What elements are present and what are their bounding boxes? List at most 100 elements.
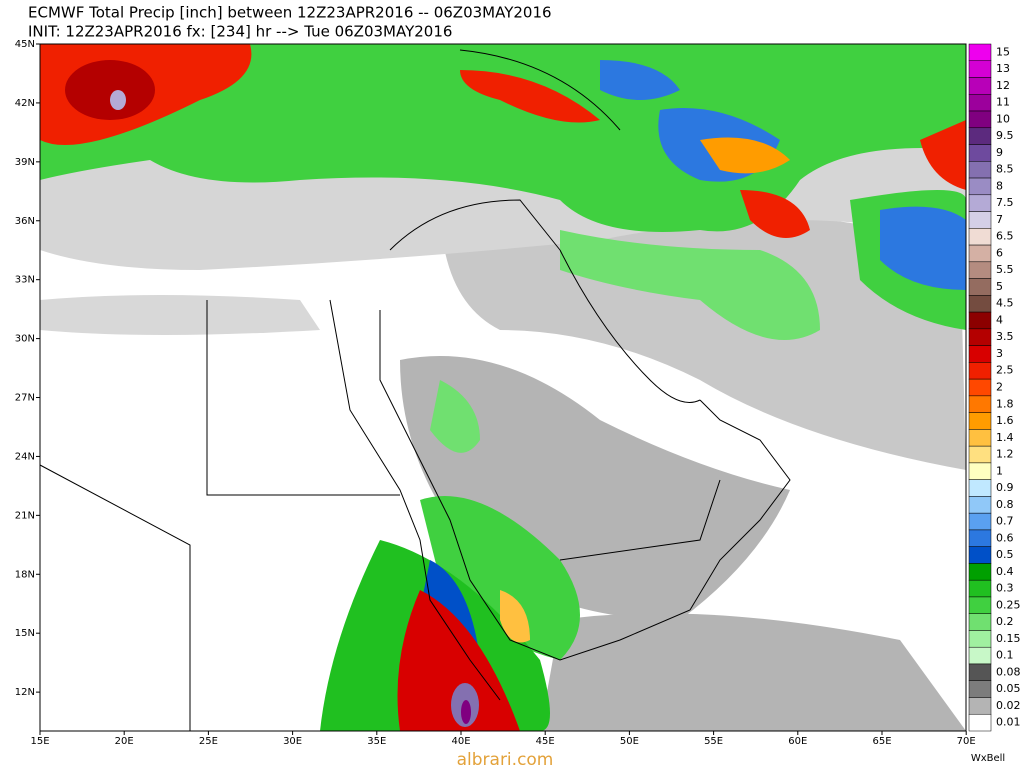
legend-swatch: [968, 412, 992, 430]
legend-swatch: [968, 529, 992, 547]
legend-swatch: [968, 646, 992, 665]
header-line1: ECMWF Total Precip [inch] between 12Z23A…: [28, 4, 552, 22]
legend-label: 0.1: [996, 649, 1014, 662]
legend-swatch: [968, 630, 992, 648]
legend-swatch: [968, 378, 992, 397]
legend-swatch: [968, 211, 992, 229]
legend-swatch: [968, 110, 992, 129]
legend-label: 12: [996, 79, 1010, 92]
legend-swatch: [968, 697, 992, 715]
legend-swatch: [968, 546, 992, 564]
legend-label: 1.6: [996, 414, 1014, 427]
lon-label: 45E: [536, 736, 555, 747]
legend-label: 0.25: [996, 598, 1021, 611]
legend-label: 0.4: [996, 565, 1014, 578]
lat-label: 15N: [15, 628, 35, 639]
legend-label: 13: [996, 62, 1010, 75]
lat-label: 42N: [15, 98, 35, 109]
legend-swatch: [968, 512, 992, 531]
legend-swatch: [968, 278, 992, 296]
lon-label: 70E: [957, 736, 976, 747]
legend-swatch: [968, 328, 992, 346]
lat-label: 12N: [15, 687, 35, 698]
header-line2: INIT: 12Z23APR2016 fx: [234] hr --> Tue …: [28, 23, 452, 41]
legend-swatch: [968, 563, 992, 581]
lon-label: 35E: [367, 736, 386, 747]
legend-swatch: [968, 43, 992, 62]
legend-swatch: [968, 663, 992, 681]
legend-label: 1: [996, 464, 1003, 477]
legend-label: 5: [996, 280, 1003, 293]
lon-label: 20E: [115, 736, 134, 747]
legend-swatch: [968, 479, 992, 497]
legend-label: 3: [996, 347, 1003, 360]
legend-label: 0.15: [996, 632, 1021, 645]
lon-label: 15E: [30, 736, 49, 747]
watermark: albrari.com: [457, 750, 554, 768]
legend-swatch: [968, 194, 992, 212]
lat-label: 33N: [15, 275, 35, 286]
legend-label: 0.8: [996, 498, 1014, 511]
legend-swatch: [968, 127, 992, 145]
lon-label: 40E: [451, 736, 470, 747]
map-frame: [39, 43, 967, 732]
lat-label: 36N: [15, 216, 35, 227]
lon-label: 30E: [283, 736, 302, 747]
legend-label: 6: [996, 246, 1003, 259]
legend-label: 0.9: [996, 481, 1014, 494]
legend-label: 8: [996, 179, 1003, 192]
legend-label: 0.5: [996, 548, 1014, 561]
legend-label: 5.5: [996, 263, 1014, 276]
legend-swatch: [968, 462, 992, 480]
legend-swatch: [968, 395, 992, 413]
lon-label: 60E: [788, 736, 807, 747]
legend-swatch: [968, 244, 992, 263]
legend-swatch: [968, 261, 992, 279]
lat-label: 30N: [15, 334, 35, 345]
legend-label: 1.8: [996, 397, 1014, 410]
legend-swatch: [968, 177, 992, 196]
lat-label: 18N: [15, 569, 35, 580]
legend-swatch: [968, 713, 992, 732]
legend-label: 11: [996, 96, 1010, 109]
lon-label: 50E: [620, 736, 639, 747]
legend-label: 0.2: [996, 615, 1014, 628]
legend-label: 7: [996, 213, 1003, 226]
legend-swatch: [968, 161, 992, 179]
legend-label: 1.4: [996, 431, 1014, 444]
legend-swatch: [968, 295, 992, 313]
legend-swatch: [968, 94, 992, 112]
legend-swatch: [968, 311, 992, 330]
precip-field: [40, 44, 966, 731]
legend-label: 0.6: [996, 531, 1014, 544]
legend-swatch: [968, 362, 992, 380]
legend-swatch: [968, 680, 992, 698]
legend-label: 7.5: [996, 196, 1014, 209]
lat-label: 39N: [15, 157, 35, 168]
lon-label: 55E: [704, 736, 723, 747]
legend-label: 1.2: [996, 448, 1014, 461]
legend-label: 4.5: [996, 297, 1014, 310]
legend-label: 9.5: [996, 129, 1014, 142]
legend-swatch: [968, 144, 992, 162]
legend-label: 10: [996, 112, 1010, 125]
legend-label: 8.5: [996, 163, 1014, 176]
lat-label: 21N: [15, 510, 35, 521]
lat-label: 27N: [15, 393, 35, 404]
lat-label: 45N: [15, 39, 35, 50]
legend-swatch: [968, 345, 992, 363]
legend-swatch: [968, 613, 992, 631]
lon-label: 25E: [199, 736, 218, 747]
legend-label: 0.01: [996, 716, 1021, 729]
legend-swatch: [968, 596, 992, 614]
legend-swatch: [968, 228, 992, 246]
lat-label: 24N: [15, 451, 35, 462]
legend-label: 0.02: [996, 699, 1021, 712]
legend-label: 15: [996, 45, 1010, 58]
legend-label: 3.5: [996, 330, 1014, 343]
credit: WxBell: [971, 753, 1005, 764]
legend-label: 9: [996, 146, 1003, 159]
legend-swatch: [968, 579, 992, 598]
legend-label: 2: [996, 381, 1003, 394]
